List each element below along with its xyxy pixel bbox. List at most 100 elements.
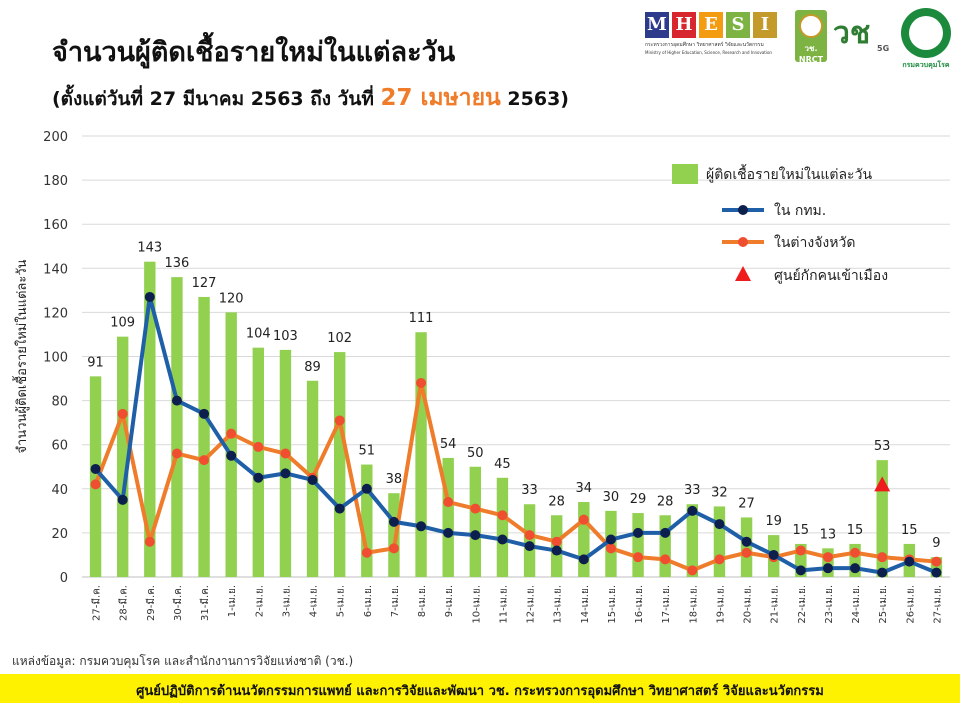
bangkok-point	[822, 563, 833, 574]
bangkok-point	[388, 516, 399, 527]
x-tick-label: 28-มี.ค.	[118, 585, 130, 621]
province-point	[633, 552, 644, 563]
data-label: 103	[273, 329, 298, 344]
data-label: 109	[110, 316, 135, 331]
data-label: 127	[192, 276, 217, 291]
nrct-logo: วช. NRCT	[795, 10, 827, 64]
y-tick-label: 180	[43, 174, 68, 189]
province-point	[605, 543, 616, 554]
bar	[578, 502, 590, 577]
mhesi-caption-en: Ministry of Higher Education, Science, R…	[645, 50, 772, 55]
bangkok-point	[551, 545, 562, 556]
bangkok-point	[470, 530, 481, 541]
bangkok-point	[850, 563, 861, 574]
bar	[333, 352, 346, 577]
bangkok-point	[199, 408, 210, 419]
province-point	[551, 536, 562, 547]
data-label: 89	[304, 360, 321, 375]
province-point	[497, 510, 508, 521]
subtitle-prefix: (ตั้งแต่วันที่ 27 มีนาคม 2563 ถึง วันที่	[52, 88, 374, 110]
x-tick-label: 23-เม.ย.	[824, 585, 835, 624]
bar	[686, 504, 699, 577]
province-point	[171, 448, 182, 459]
bangkok-point	[714, 519, 725, 530]
x-tick-label: 26-เม.ย.	[905, 585, 916, 624]
bangkok-point	[307, 474, 318, 485]
x-tick-label: 3-เม.ย.	[281, 585, 292, 617]
legend-entry-bangkok: ใน กทม.	[774, 202, 826, 219]
footer-text: ศูนย์ปฏิบัติการด้านนวัตกรรมการแพทย์ และก…	[136, 684, 824, 699]
bar	[171, 277, 183, 577]
province-point	[280, 448, 291, 459]
province-point	[117, 408, 128, 419]
bangkok-point	[497, 534, 508, 545]
legend-entry-cases: ผู้ติดเชื้อรายใหม่ในแต่ละวัน	[706, 164, 872, 183]
data-label: 54	[440, 437, 457, 452]
bar	[659, 515, 671, 577]
data-label: 27	[738, 496, 755, 511]
x-tick-label: 14-เม.ย.	[580, 585, 591, 624]
x-tick-label: 5-เม.ย.	[336, 585, 347, 617]
mhesi-letter: E	[699, 12, 723, 38]
province-point	[334, 415, 345, 426]
bar	[523, 504, 536, 577]
bar	[388, 493, 400, 577]
bar	[252, 347, 265, 577]
province-point	[714, 554, 725, 565]
province-point	[524, 530, 535, 541]
province-point	[877, 552, 888, 563]
bangkok-point	[361, 483, 372, 494]
subtitle-highlight: 27 เมษายน	[380, 85, 501, 111]
bar	[496, 477, 509, 577]
province-point	[822, 552, 833, 563]
bangkok-point	[633, 527, 644, 538]
data-label: 33	[521, 483, 538, 498]
bar	[144, 261, 156, 577]
data-label: 38	[386, 472, 403, 487]
immigration-point	[874, 476, 891, 492]
data-label: 33	[684, 483, 701, 498]
data-label: 9	[932, 536, 940, 551]
bangkok-point	[931, 567, 942, 578]
data-label: 136	[165, 256, 190, 271]
bangkok-point	[226, 450, 237, 461]
x-tick-label: 22-เม.ย.	[797, 585, 808, 624]
bar	[279, 349, 292, 577]
bar	[795, 543, 807, 577]
y-tick-label: 120	[43, 306, 68, 321]
bangkok-point	[877, 567, 888, 578]
bar	[632, 513, 644, 577]
province-point	[443, 497, 454, 508]
bar	[225, 312, 237, 577]
province-point	[90, 479, 101, 490]
data-label: 34	[576, 481, 593, 496]
data-label: 28	[657, 494, 674, 509]
data-label: 102	[327, 331, 352, 346]
x-tick-label: 6-เม.ย.	[363, 585, 374, 617]
bar	[89, 376, 102, 577]
bangkok-point	[443, 527, 454, 538]
bangkok-line	[94, 294, 938, 575]
mhesi-letter: S	[726, 12, 750, 38]
data-label: 91	[87, 355, 104, 370]
x-tick-label: 7-เม.ย.	[390, 585, 401, 617]
ddc-logo	[901, 8, 951, 58]
v5g-logo: วช 5G	[833, 14, 893, 60]
x-tick-label: 27-มี.ค.	[91, 585, 103, 621]
province-point	[361, 547, 372, 558]
province-point	[388, 543, 399, 554]
bangkok-point	[605, 534, 616, 545]
x-tick-label: 9-เม.ย.	[444, 585, 455, 617]
y-tick-label: 160	[43, 218, 68, 233]
bangkok-point	[280, 468, 291, 479]
chart-title: จำนวนผู้ติดเชื้อรายใหม่ในแต่ละวัน	[52, 37, 456, 68]
bangkok-point	[524, 541, 535, 552]
data-label: 13	[820, 527, 837, 542]
province-point	[687, 565, 698, 576]
subtitle-suffix: 2563)	[507, 88, 569, 110]
data-label: 104	[246, 327, 271, 342]
bangkok-point	[171, 395, 182, 406]
v5g-sup: 5G	[877, 44, 890, 53]
